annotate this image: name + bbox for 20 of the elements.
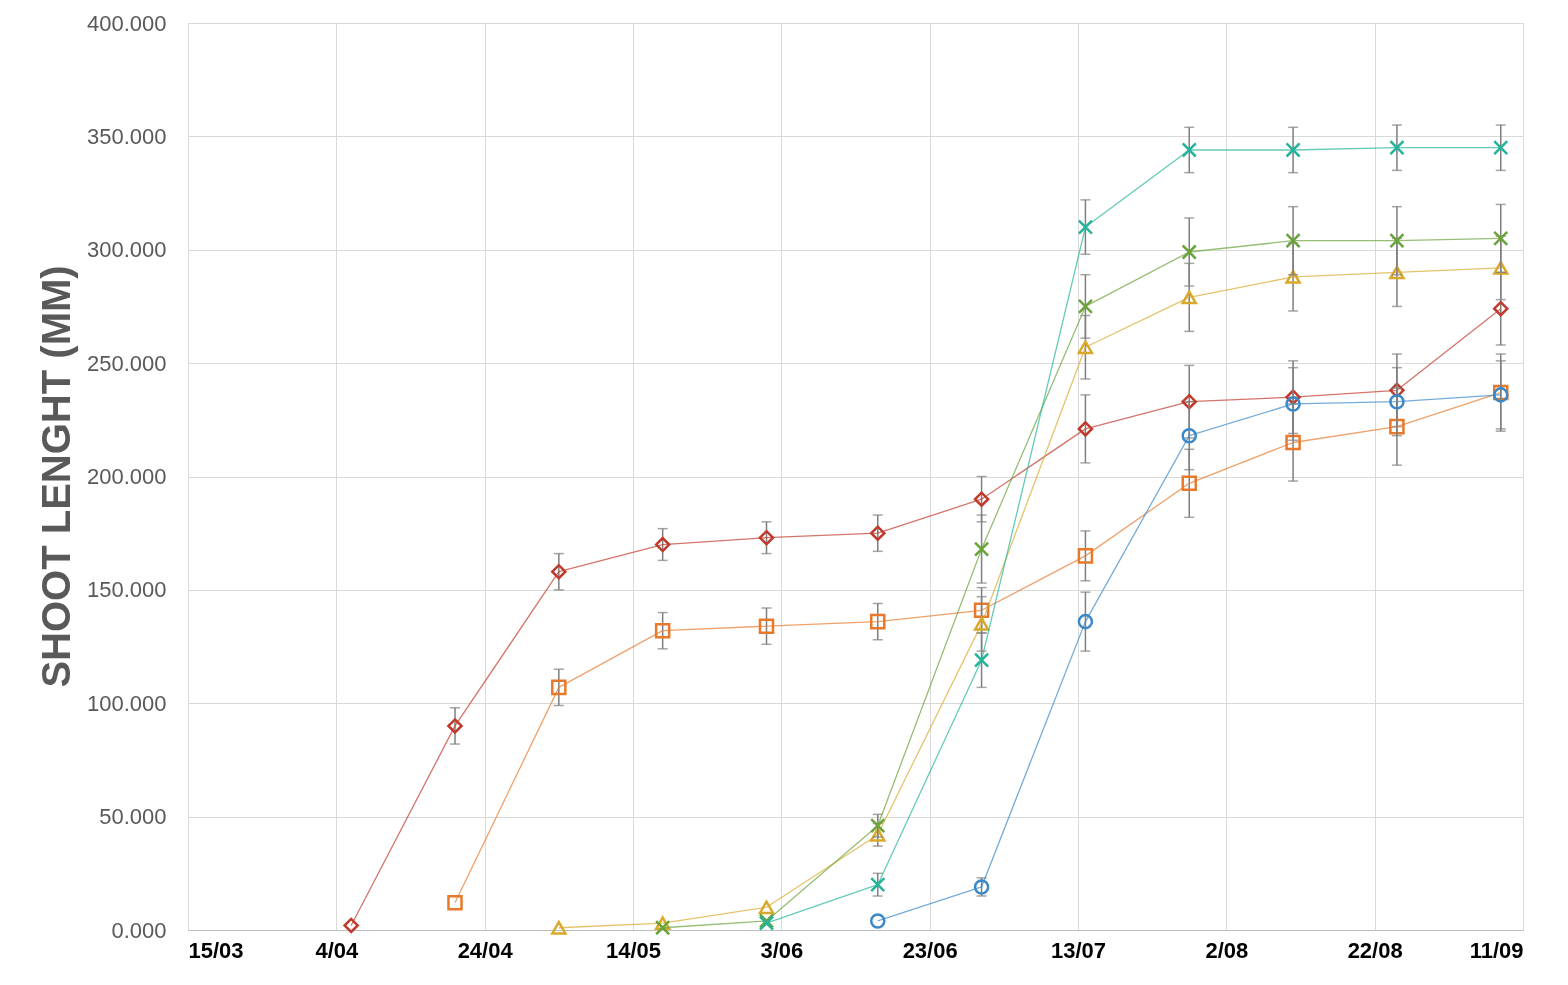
y-tick-label: 150.000 [86, 577, 167, 603]
y-tick-label: 100.000 [86, 690, 167, 716]
x-tick-label: 11/09 [1469, 937, 1524, 963]
x-tick-label: 4/04 [315, 937, 359, 963]
y-tick-label: 50.000 [99, 804, 167, 830]
x-tick-label: 13/07 [1050, 937, 1107, 963]
x-tick-label: 24/04 [457, 937, 514, 963]
x-tick-label: 3/06 [760, 937, 804, 963]
y-tick-label: 400.000 [86, 10, 167, 36]
y-tick-label: 300.000 [86, 237, 167, 263]
x-tick-label: 15/03 [188, 937, 244, 963]
x-tick-label: 14/05 [605, 937, 662, 963]
x-tick-label: 2/08 [1205, 937, 1249, 963]
y-tick-label: 200.000 [86, 464, 167, 489]
y-axis-title: SHOOT LENGHT (MM) [34, 265, 79, 688]
x-tick-label: 22/08 [1347, 937, 1403, 963]
y-tick-label: 250.000 [86, 350, 167, 376]
y-tick-label: 350.000 [86, 123, 167, 149]
y-tick-label: 0.000 [111, 917, 167, 943]
x-tick-label: 23/06 [902, 937, 958, 963]
